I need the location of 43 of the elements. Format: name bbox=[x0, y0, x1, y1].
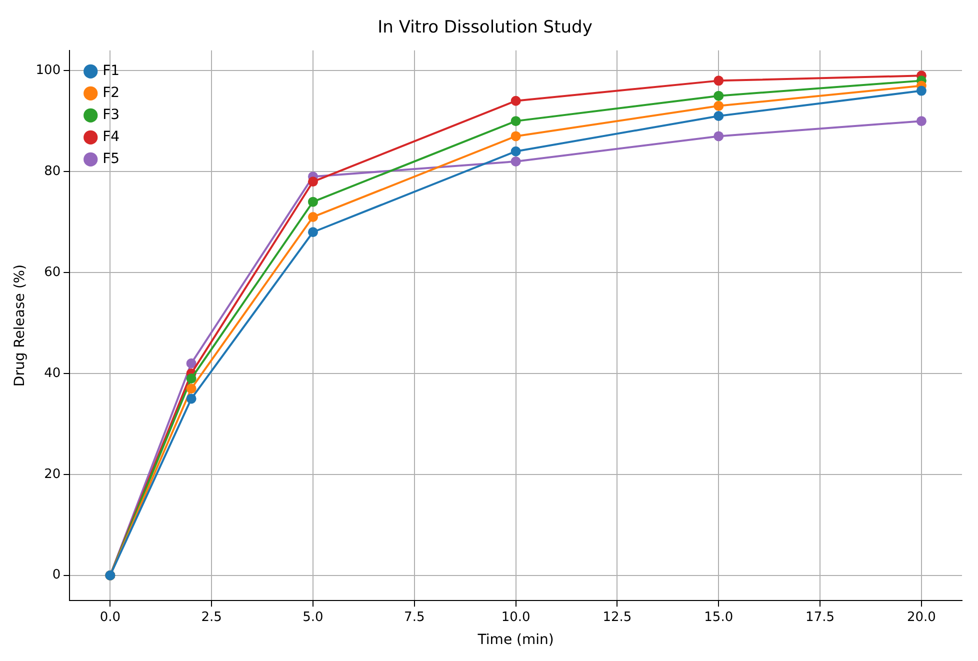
legend-label: F3 bbox=[102, 107, 120, 124]
legend-label: F2 bbox=[102, 85, 120, 102]
x-tick-label: 15.0 bbox=[704, 610, 734, 625]
x-tick-label: 10.0 bbox=[501, 610, 530, 625]
point bbox=[714, 131, 724, 142]
point bbox=[510, 96, 521, 106]
point bbox=[916, 116, 926, 126]
x-tick-label: 20.0 bbox=[906, 610, 936, 625]
x-tick-label: 5.0 bbox=[302, 610, 324, 625]
legend-label: F5 bbox=[102, 151, 120, 168]
point bbox=[186, 384, 196, 394]
point bbox=[714, 111, 724, 122]
x-tick-label: 0.0 bbox=[100, 610, 121, 625]
point bbox=[186, 374, 196, 384]
point bbox=[510, 116, 521, 126]
point bbox=[916, 86, 926, 96]
chart-title: In Vitro Dissolution Study bbox=[378, 18, 592, 38]
y-tick-label: 100 bbox=[36, 62, 61, 78]
point bbox=[308, 227, 318, 238]
point bbox=[510, 156, 521, 166]
point bbox=[186, 358, 196, 368]
x-tick-label: 12.5 bbox=[602, 610, 632, 625]
x-tick-label: 2.5 bbox=[201, 610, 222, 625]
x-tick-label: 17.5 bbox=[806, 610, 835, 625]
y-tick-label: 60 bbox=[44, 264, 61, 280]
y-axis-title: Drug Release (%) bbox=[12, 264, 28, 387]
y-tick-label: 40 bbox=[44, 366, 61, 381]
point bbox=[510, 131, 521, 142]
y-tick-label: 0 bbox=[52, 568, 61, 583]
point bbox=[510, 146, 521, 156]
x-axis-title: Time (min) bbox=[476, 632, 554, 648]
point bbox=[714, 90, 724, 101]
legend-label: F1 bbox=[102, 63, 120, 80]
point bbox=[714, 76, 724, 86]
point bbox=[308, 176, 318, 187]
point bbox=[186, 394, 196, 404]
point bbox=[714, 100, 724, 111]
x-tick-label: 7.5 bbox=[404, 610, 425, 625]
legend-label: F4 bbox=[102, 129, 120, 146]
y-tick-label: 20 bbox=[44, 466, 61, 482]
y-tick-label: 80 bbox=[44, 164, 61, 179]
point bbox=[308, 196, 318, 207]
point bbox=[308, 212, 318, 222]
